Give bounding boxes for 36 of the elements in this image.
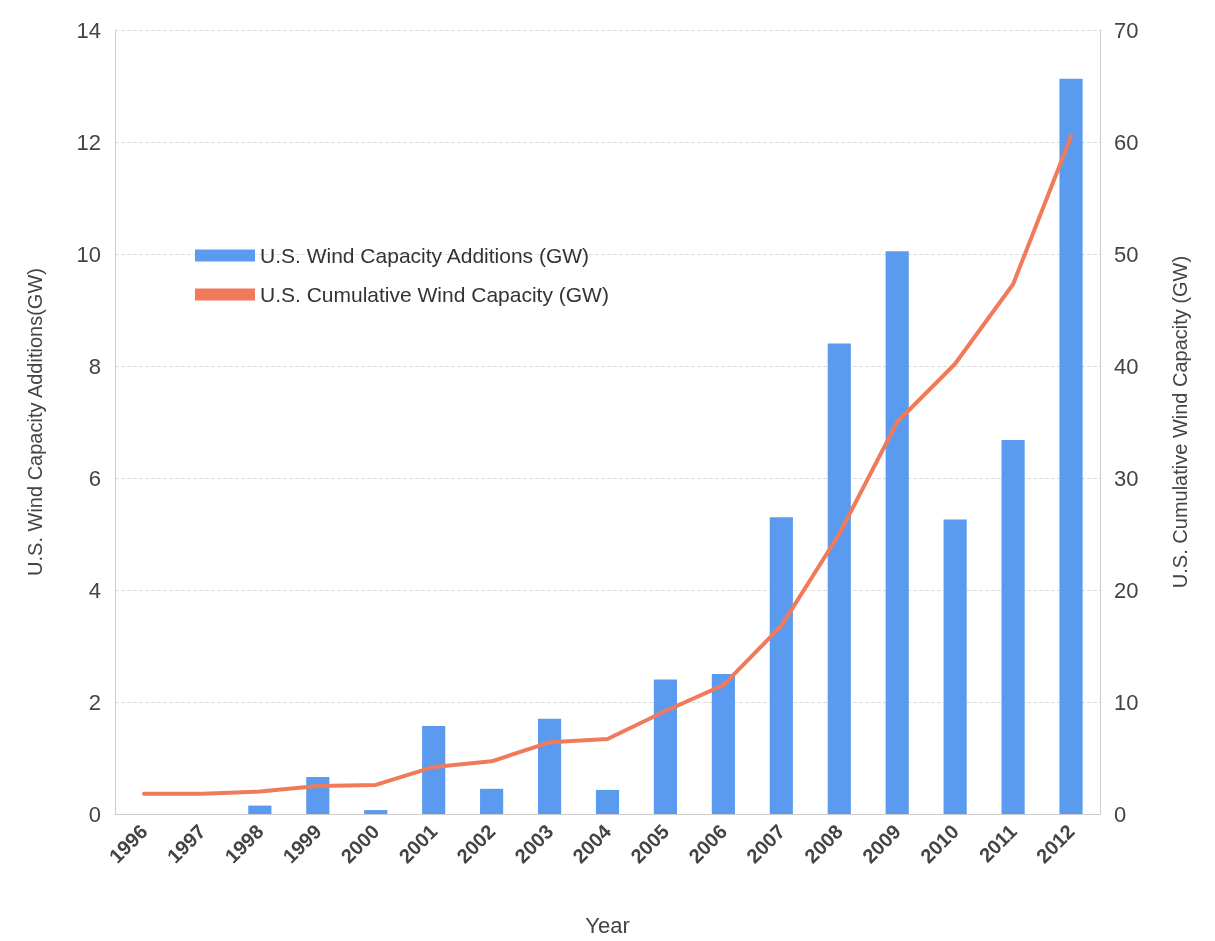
y2-tick-label: 20 <box>1114 577 1139 603</box>
y-tick-label: 10 <box>76 241 101 267</box>
bar <box>653 679 678 814</box>
y-tick-label: 4 <box>88 577 101 603</box>
y-axis-title: U.S. Wind Capacity Additions(GW) <box>24 268 46 576</box>
bar <box>595 789 620 814</box>
bar <box>1059 78 1083 814</box>
y2-tick-label: 10 <box>1114 689 1139 715</box>
y-tick-label: 12 <box>76 129 101 155</box>
y-tick-label: 6 <box>88 465 101 491</box>
bar <box>943 519 967 814</box>
y2-tick-label: 50 <box>1114 241 1139 267</box>
legend-label: U.S. Cumulative Wind Capacity (GW) <box>260 283 609 306</box>
x-axis-title: Year <box>585 912 630 938</box>
bar <box>537 718 562 814</box>
bar <box>480 788 504 814</box>
y-tick-label: 8 <box>88 353 101 379</box>
y-tick-label: 14 <box>76 17 101 43</box>
legend-label: U.S. Wind Capacity Additions (GW) <box>260 244 590 267</box>
y2-tick-label: 30 <box>1114 465 1139 491</box>
bar <box>364 810 388 814</box>
bar <box>827 343 851 814</box>
bar <box>248 805 272 814</box>
bar <box>422 726 446 814</box>
bar <box>885 251 909 814</box>
y2-tick-label: 0 <box>1114 801 1127 827</box>
y2-axis-title: U.S. Cumulative Wind Capacity (GW) <box>1169 255 1191 589</box>
y-tick-label: 0 <box>88 801 101 827</box>
y2-tick-label: 70 <box>1114 17 1139 43</box>
line-series <box>141 134 1074 796</box>
y-tick-label: 2 <box>88 689 101 715</box>
bar <box>769 517 793 814</box>
y2-tick-label: 40 <box>1114 353 1139 379</box>
bar <box>711 674 735 814</box>
y2-tick-label: 60 <box>1114 129 1139 155</box>
bar <box>1001 439 1025 814</box>
